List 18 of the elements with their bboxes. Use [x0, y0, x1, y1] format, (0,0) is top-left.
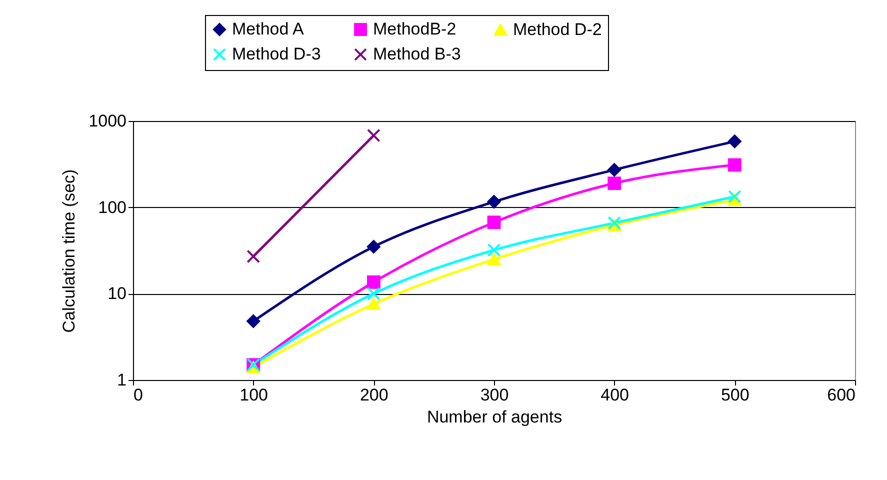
legend-label: MethodB-2	[373, 20, 456, 39]
legend-label: Method B-3	[373, 44, 461, 64]
legend-label: Method A	[232, 20, 304, 39]
x-tick-label: 600	[827, 386, 856, 404]
legend-label: Method D-2	[513, 20, 602, 39]
x-tick-label: 0	[134, 386, 143, 404]
y-tick-label: 100	[98, 198, 126, 217]
y-axis-title: Calculation time (sec)	[60, 169, 79, 333]
x-tick-label: 200	[360, 386, 388, 404]
x-tick-label: 500	[720, 386, 750, 404]
legend-label: Method D-3	[232, 44, 321, 64]
x-tick-label: 400	[600, 386, 630, 404]
y-tick-label: 10	[108, 284, 126, 304]
x-axis-title: Number of agents	[426, 408, 562, 426]
y-tick-label: 1000	[88, 112, 126, 130]
y-tick-label: 1	[117, 370, 126, 390]
x-tick-label: 300	[480, 386, 509, 404]
x-tick-label: 100	[240, 386, 268, 404]
